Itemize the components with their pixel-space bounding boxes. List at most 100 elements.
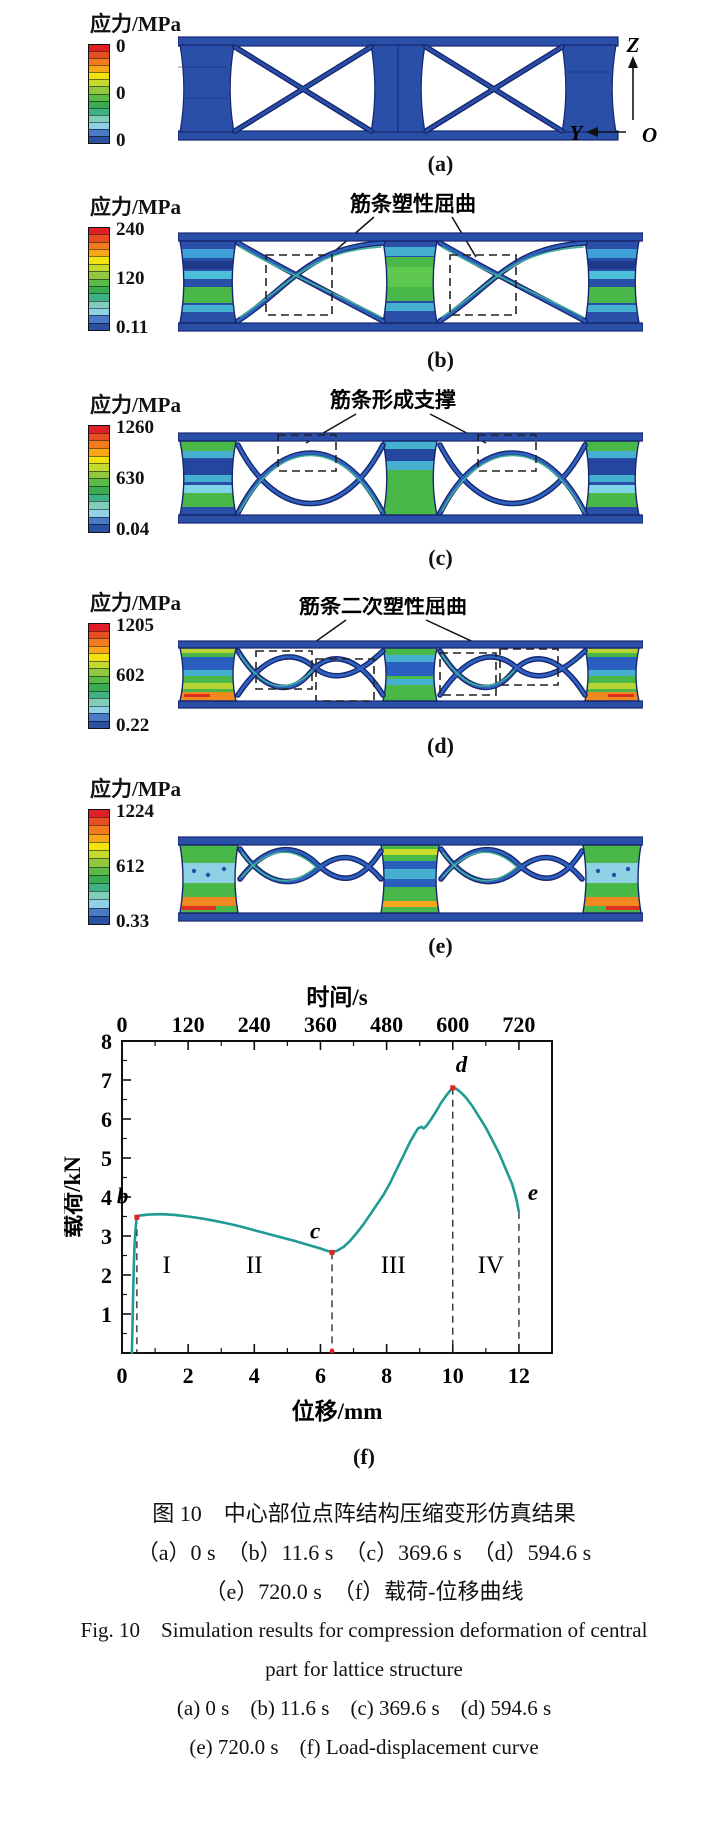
panel-caption-f: (f) [353,1444,375,1469]
top-axis-tick-label: 600 [436,1012,469,1037]
lattice-structure-densified [178,836,643,922]
colorbar-segment [89,271,109,279]
colorbar-segment [89,65,109,73]
colorbar-segment [89,668,109,676]
y-arrowhead-icon [586,127,598,137]
buckling-highlight-box [449,254,517,316]
annotation-secondary-buckling: 筋条二次塑性屈曲 [298,597,467,618]
y-axis-tick-label: 1 [101,1302,112,1327]
colorbar-segment [89,455,109,464]
colorbar-segment [89,653,109,661]
key-point-marker [329,1249,335,1255]
caption-zh-sub2: （e）720.0 s （f）载荷-位移曲线 [204,1579,524,1604]
colorbar-segment [89,866,109,875]
load-displacement-section: 时间/s 位移/mm 载荷/kN 0 120 240 360 480 600 720 0 2 4 6… [60,975,728,1470]
colorbar-segment [89,263,109,272]
stress-colorbar [88,227,110,331]
colorbar-segment [89,136,109,144]
colorbar-segment [89,675,109,683]
colorbar-segment [89,501,109,510]
buckling-highlight-box [315,658,375,702]
colorbar-segment [89,891,109,900]
colorbar-segment [89,882,109,892]
colorbar-max-label: 1224 [116,801,154,822]
key-point-label: b [117,1183,129,1208]
colorbar-labels: 0 0 0 [116,37,126,150]
colorbar-segment [89,114,109,122]
z-axis-label: Z [626,33,640,57]
bottom-axis-tick-label: 2 [183,1363,194,1388]
region-label: III [381,1252,406,1279]
y-axis-tick-label: 8 [101,1029,112,1054]
colorbar-segment [89,683,109,691]
bottom-axis-title: 位移/mm [292,1398,383,1424]
key-point-label: e [528,1180,538,1205]
posts [179,844,642,914]
colorbar-title: 应力/MPa [90,591,181,615]
colorbar-title: 应力/MPa [90,393,181,417]
panel-caption-d: (d) [427,733,454,758]
colorbar-segment [89,241,109,250]
colorbar-segment [89,833,109,842]
support-highlight-box [477,434,537,472]
caption-zh-sub1: （a）0 s （b）11.6 s （c）369.6 s （d）594.6 s [136,1540,592,1565]
colorbar-segment [89,660,109,668]
stress-colorbar [88,623,110,729]
colorbar-segment [89,128,109,137]
colorbar-segment [89,432,109,441]
annotation-ribs-support: 筋条形成支撑 [329,389,456,412]
buckling-highlight-box [265,254,333,316]
colorbar-segment [89,315,109,323]
colorbar-column: 应力/MPa 1260 630 0.04 [88,389,181,539]
lattice-structure-initial: Z Y O [178,33,657,147]
colorbar-segment [89,624,109,631]
y-axis-title: 载荷/kN [64,1156,85,1238]
colorbar-segment [89,524,109,532]
colorbar-segment [89,841,109,851]
colorbar-segment [89,486,109,494]
colorbar-segment [89,645,109,653]
stress-colorbar [88,44,110,144]
panel-caption-c: (c) [428,545,453,570]
bottom-axis-tick-label: 10 [442,1363,464,1388]
colorbar-segment [89,51,109,59]
top-axis-tick-label: 120 [172,1012,205,1037]
key-point-label: d [456,1052,468,1077]
y-axis-tick-label: 4 [101,1185,112,1210]
colorbar-segment [89,447,109,456]
key-point-label: c [310,1218,320,1243]
colorbar-segment [89,322,109,331]
region-label: IV [478,1252,504,1279]
colorbar-segment [89,899,109,908]
support-highlight-box [277,434,337,472]
posts [178,44,617,133]
colorbar-segment [89,307,109,316]
colorbar-segment [89,478,109,487]
bottom-axis-tick-label: 4 [249,1363,260,1388]
colorbar-column: 应力/MPa 0 0 0 [88,8,181,150]
top-axis-tick-label: 0 [117,1012,128,1037]
colorbar-segment [89,810,109,818]
colorbar-segment [89,705,109,713]
caption-en-sub2: (e) 720.0 s (f) Load-displacement curve [189,1735,539,1759]
colorbar-column: 应力/MPa 1205 602 0.22 [88,587,181,735]
caption-zh-title: 图 10 中心部位点阵结构压缩变形仿真结果 [152,1501,576,1526]
key-point-marker [134,1214,140,1220]
colorbar-segment [89,493,109,502]
top-axis-tick-label: 720 [502,1012,535,1037]
load-displacement-chart: 时间/s 位移/mm 载荷/kN 0 120 240 360 480 600 720 0 2 4 6… [60,985,553,1424]
panel-a: 应力/MPa 0 0 0 [88,8,728,177]
stress-colorbar [88,425,110,533]
panel-caption-a: (a) [427,151,454,176]
origin-label: O [642,123,657,147]
bottom-axis-tick-label: 8 [381,1363,392,1388]
stress-colorbar [88,809,110,925]
bottom-axis-tick-label: 12 [508,1363,530,1388]
colorbar-max-label: 1260 [116,417,154,438]
y-axis-tick-label: 3 [101,1224,112,1249]
colorbar-segment [89,79,109,87]
colorbar-segment [89,509,109,517]
y-axis-label: Y [570,121,585,145]
panel-caption-e: (e) [428,933,453,958]
